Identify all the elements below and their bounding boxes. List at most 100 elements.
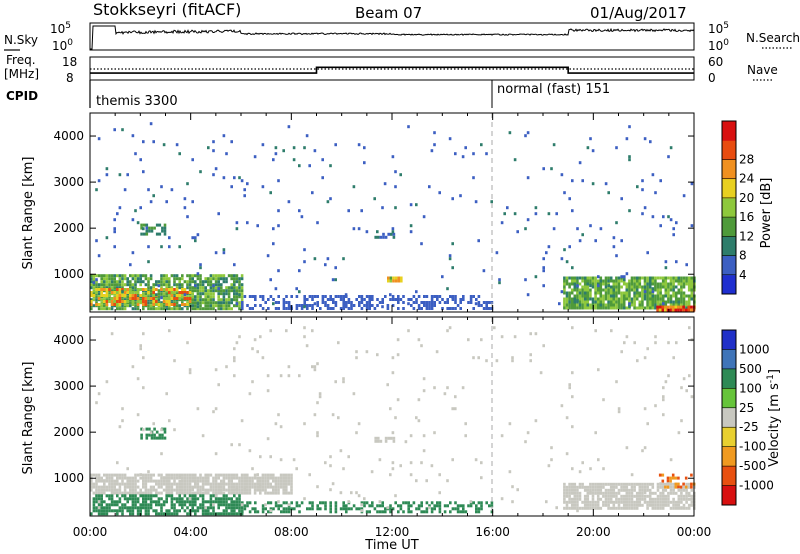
heatmap-cell [638, 503, 642, 507]
heatmap-cell [163, 223, 167, 227]
freq-left-label: Freq. [6, 53, 36, 67]
heatmap-cell [162, 277, 166, 281]
heatmap-cell [612, 303, 616, 307]
heatmap-cell [238, 289, 241, 293]
heatmap-cell [607, 491, 610, 495]
heatmap-cell [204, 488, 207, 492]
heatmap-cell [576, 284, 579, 288]
heatmap-cell [589, 284, 592, 288]
heatmap-cell [391, 467, 395, 471]
heatmap-cell [246, 491, 249, 495]
heatmap-cell [183, 291, 187, 294]
heatmap-cell [142, 473, 145, 477]
heatmap-cell [334, 501, 338, 505]
heatmap-cell [384, 436, 388, 440]
heatmap-cell [209, 277, 213, 281]
heatmap-cell [279, 479, 283, 483]
heatmap-cell [633, 294, 636, 298]
heatmap-cell [92, 509, 96, 513]
heatmap-cell [319, 307, 322, 310]
heatmap-cell [654, 506, 657, 510]
heatmap-cell [155, 491, 158, 495]
heatmap-cell [118, 485, 122, 489]
heatmap-cell [97, 497, 101, 501]
heatmap-cell [126, 295, 129, 299]
heatmap-cell [576, 509, 579, 513]
heatmap-cell [664, 266, 668, 270]
heatmap-cell [233, 283, 236, 287]
heatmap-cell [326, 257, 330, 261]
heatmap-cell [97, 303, 101, 306]
heatmap-cell [264, 482, 267, 486]
heatmap-cell [609, 279, 613, 283]
heatmap-cell [157, 284, 161, 288]
heatmap-cell [462, 298, 465, 301]
heatmap-cell [679, 485, 683, 489]
heatmap-cell [604, 294, 608, 298]
heatmap-cell [235, 473, 239, 477]
heatmap-cell [568, 306, 571, 310]
heatmap-cell [633, 485, 636, 489]
heatmap-cell [181, 503, 184, 507]
heatmap-cell [274, 485, 278, 489]
heatmap-cell [144, 479, 148, 483]
heatmap-cell [620, 482, 623, 486]
heatmap-cell [92, 482, 96, 486]
heatmap-cell [181, 291, 184, 294]
heatmap-cell [147, 260, 150, 264]
heatmap-cell [358, 301, 361, 304]
heatmap-cell [617, 482, 621, 486]
heatmap-cell [225, 503, 228, 507]
heatmap-cell [90, 277, 93, 281]
heatmap-cell [542, 167, 545, 171]
heatmap-cell [217, 491, 220, 495]
heatmap-cell [212, 140, 215, 144]
heatmap-cell [264, 503, 267, 507]
heatmap-cell [669, 308, 672, 312]
heatmap-cell [570, 482, 574, 486]
heatmap-cell [121, 482, 124, 486]
heatmap-cell [573, 288, 577, 292]
heatmap-cell [469, 500, 473, 504]
heatmap-cell [292, 458, 296, 462]
heatmap-cell [378, 301, 382, 304]
heatmap-cell [648, 285, 652, 289]
heatmap-cell [253, 485, 257, 489]
heatmap-cell [638, 494, 642, 498]
heatmap-cell [651, 279, 655, 283]
heatmap-cell [306, 307, 309, 310]
heatmap-cell [534, 212, 538, 216]
heatmap-cell [604, 276, 608, 280]
heatmap-cell [423, 510, 426, 514]
heatmap-cell [266, 485, 270, 489]
heatmap-cell [204, 473, 207, 477]
heatmap-cell [199, 304, 202, 308]
heatmap-cell [181, 283, 184, 287]
heatmap-cell [97, 506, 101, 510]
heatmap-cell [199, 488, 202, 492]
heatmap-cell [433, 304, 436, 307]
heatmap-cell [204, 295, 207, 299]
heatmap-cell [609, 494, 613, 498]
heatmap-cell [121, 307, 124, 311]
heatmap-cell [280, 510, 283, 514]
heatmap-cell [126, 491, 129, 495]
heatmap-cell [674, 485, 678, 489]
heatmap-cell [586, 485, 590, 489]
heatmap-cell [108, 479, 111, 483]
heatmap-cell [602, 482, 605, 486]
heatmap-cell [290, 485, 293, 489]
heatmap-cell [306, 304, 309, 307]
heatmap-cell [570, 497, 574, 501]
heatmap-cell [113, 297, 116, 300]
heatmap-cell [103, 280, 106, 284]
heatmap-cell [204, 280, 207, 284]
heatmap-cell [181, 295, 184, 299]
heatmap-cell [230, 506, 233, 510]
heatmap-cell [329, 455, 332, 459]
heatmap-cell [178, 245, 181, 249]
heatmap-cell [207, 500, 210, 504]
heatmap-cell [446, 504, 449, 508]
heatmap-cell [123, 188, 127, 192]
heatmap-cell [589, 506, 592, 510]
